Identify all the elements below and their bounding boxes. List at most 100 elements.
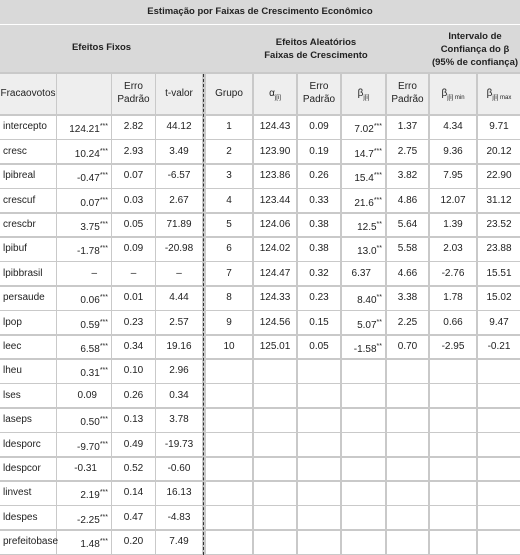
body-cell [478, 262, 520, 286]
body-cell [57, 482, 111, 505]
table-cell: 0.01 [112, 292, 155, 304]
cell-value: 7.49 [169, 536, 189, 548]
cell-value: 9.36 [443, 145, 463, 157]
body-cell [430, 530, 476, 554]
table-cell: 124.21*** [57, 121, 111, 136]
table-cell: -0.31 [57, 463, 111, 475]
table-cell: 6.58*** [57, 341, 111, 356]
cell-value: 3.78 [169, 414, 189, 426]
table-cell: -1.58** [342, 341, 385, 356]
body-cell [0, 457, 56, 481]
significance-stars: *** [99, 245, 108, 253]
cell-value: 0.59 [80, 319, 100, 331]
table-cell: 12.07 [430, 195, 476, 207]
body-cell [254, 238, 296, 261]
cell-value: 2.75 [397, 145, 418, 157]
body-cell [478, 189, 520, 213]
body-cell [112, 164, 155, 188]
cell-value: leec [3, 341, 22, 353]
cell-value: 0.26 [309, 170, 329, 182]
cell-value: 0.26 [123, 389, 144, 401]
column-header-subscript: j[i] [363, 95, 370, 101]
cell-value: 1.48 [80, 539, 100, 551]
table-cell: -0.60 [156, 463, 202, 475]
table-cell: 4.86 [387, 195, 428, 207]
cell-value: 0.31 [80, 368, 100, 380]
body-cell [112, 482, 155, 505]
cell-value: 0.06 [80, 295, 100, 307]
cell-value: 7 [226, 267, 232, 279]
body-cell [0, 213, 56, 237]
body-cell [478, 213, 520, 237]
table-cell: linvest [0, 487, 56, 499]
table-cell: 71.89 [156, 219, 202, 231]
cell-value: 10.24 [74, 148, 100, 160]
body-cell [156, 286, 202, 310]
table-cell: lpibreal [0, 170, 56, 182]
body-cell [478, 384, 520, 408]
body-cell [430, 384, 476, 408]
body-cell [254, 140, 296, 164]
table-cell: 0.03 [112, 195, 155, 207]
column-header: βj[i] [342, 88, 385, 104]
cell-value: 5.64 [397, 219, 418, 231]
table-cell: 0.06*** [57, 292, 111, 307]
significance-stars: *** [99, 196, 108, 204]
cell-value: -0.47 [77, 173, 100, 185]
body-cell [206, 286, 252, 310]
body-cell [57, 530, 111, 554]
table-cell: 0.09 [298, 121, 340, 133]
body-cell [0, 506, 56, 530]
table-cell: 124.06 [254, 219, 296, 231]
table-cell: 16.13 [156, 487, 202, 499]
cell-value: lpibuf [3, 243, 27, 255]
table-cell: 0.15 [298, 317, 340, 329]
body-cell [57, 457, 111, 481]
body-cell [112, 506, 155, 530]
column-header: αj[i] [254, 88, 296, 104]
cell-value: 4.86 [397, 194, 418, 206]
cell-value: 1.37 [397, 121, 418, 133]
body-cell [430, 164, 476, 188]
body-cell [206, 482, 252, 505]
group-header: Confiança do β [440, 43, 510, 55]
table-cell: 4 [206, 195, 252, 207]
significance-stars: *** [99, 489, 108, 497]
table-cell: 3.49 [156, 146, 202, 158]
table-cell: 7 [206, 268, 252, 280]
significance-stars: *** [99, 440, 108, 448]
table-cell: 0.38 [298, 243, 340, 255]
column-header-symbol: β [357, 88, 364, 99]
cell-value: linvest [3, 487, 32, 499]
body-cell [112, 457, 155, 481]
table-cell: 8.40** [342, 292, 385, 307]
table-cell: 0.26 [298, 170, 340, 182]
body-cell [478, 433, 520, 457]
significance-stars: ** [376, 343, 382, 351]
cell-value: 7.95 [443, 170, 463, 182]
body-cell [342, 482, 385, 505]
body-cell [156, 238, 202, 261]
cell-value: 0.34 [169, 389, 189, 401]
table-cell: 0.23 [112, 317, 155, 329]
cell-value: 124.06 [259, 219, 291, 231]
cell-value: 124.47 [259, 267, 291, 279]
table-cell: 1.48*** [57, 536, 111, 551]
cell-value: crescuf [3, 194, 36, 206]
body-cell [156, 433, 202, 457]
cell-value: 5 [226, 219, 232, 231]
table-cell: 0.34 [112, 341, 155, 353]
table-cell: -9.70*** [57, 439, 111, 454]
header-cell [387, 74, 428, 114]
significance-stars: *** [99, 416, 108, 424]
group-header: Efeitos Aleatórios [275, 37, 357, 48]
table-cell: 2.57 [156, 317, 202, 329]
cell-value: 4.44 [169, 292, 189, 304]
body-cell [478, 457, 520, 481]
cell-value: crescbr [3, 219, 36, 231]
significance-stars: *** [99, 221, 108, 229]
body-cell [387, 286, 428, 310]
body-cell [430, 506, 476, 530]
significance-stars: *** [373, 147, 382, 155]
cell-value: 0.23 [123, 316, 144, 328]
